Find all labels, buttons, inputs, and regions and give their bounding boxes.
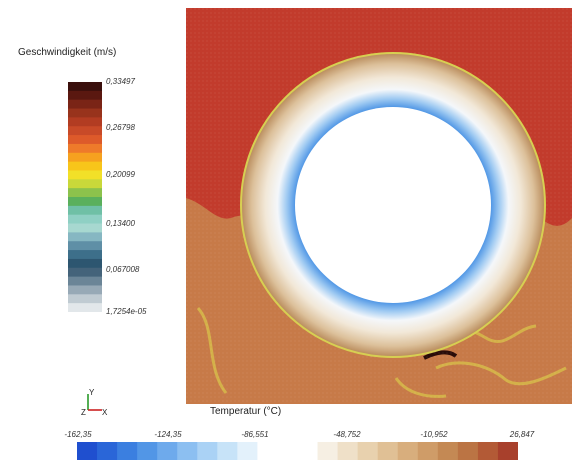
velocity-colorbar-band [68,152,102,163]
velocity-tick-label: 0,067008 [106,265,140,274]
temperature-colorbar-band [337,442,359,460]
temperature-colorbar [77,442,518,460]
temperature-colorbar-band [437,442,459,460]
velocity-colorbar-band [68,108,102,118]
velocity-colorbar-band [68,170,102,180]
velocity-colorbar-band [68,276,102,287]
velocity-colorbar-band [68,223,102,233]
velocity-colorbar-band [68,82,102,92]
temperature-colorbar-band [457,442,479,460]
pipe-outer-edge [240,52,546,358]
velocity-colorbar-band [68,179,102,189]
velocity-tick-label: 0,33497 [106,77,135,86]
temperature-colorbar-band [297,442,319,460]
velocity-colorbar-band [68,188,102,198]
temperature-tick-label: 26,847 [509,430,535,439]
temperature-colorbar-band [217,442,238,460]
velocity-colorbar-band [68,117,102,127]
velocity-colorbar-band [68,267,102,278]
velocity-colorbar-band [68,241,102,251]
velocity-colorbar-band [68,197,102,207]
temperature-tick-label: -124,35 [154,430,182,439]
temperature-colorbar-band [357,442,379,460]
temperature-colorbar-band [417,442,439,460]
velocity-tick-label: 1,7254e-05 [106,307,147,316]
velocity-colorbar-band [68,99,102,110]
temperature-tick-label: -162,35 [64,430,92,439]
temperature-colorbar-band [237,442,259,460]
axis-y-label: Y [89,388,95,397]
temperature-colorbar-band [177,442,198,460]
simulation-viewport [186,8,572,404]
temperature-colorbar-band [97,442,118,460]
pipe-bore [295,107,491,303]
velocity-colorbar-band [68,143,102,154]
velocity-colorbar-band [68,258,102,269]
velocity-colorbar-band [68,232,102,242]
velocity-colorbar-band [68,214,102,225]
temperature-colorbar-band [157,442,178,460]
axis-z-label: Z [81,408,86,417]
velocity-colorbar-band [68,135,102,145]
velocity-colorbar-band [68,285,102,295]
velocity-colorbar-band [68,161,102,172]
velocity-colorbar [68,82,102,312]
temperature-colorbar-band [377,442,399,460]
temperature-legend-title: Temperatur (°C) [210,406,282,417]
temperature-colorbar-band [257,442,279,460]
temperature-tick-label: -10,952 [420,430,448,439]
velocity-colorbar-band [68,90,102,101]
velocity-colorbar-band [68,205,102,216]
temperature-colorbar-band [317,442,339,460]
velocity-tick-label: 0,26798 [106,123,135,132]
velocity-tick-label: 0,20099 [106,170,135,179]
temperature-colorbar-band [397,442,419,460]
temperature-colorbar-band [497,442,518,460]
temperature-colorbar-band [137,442,158,460]
temperature-colorbar-band [77,442,98,460]
temperature-tick-label: -86,551 [241,430,269,439]
temperature-colorbar-band [197,442,218,460]
velocity-colorbar-band [68,303,102,312]
velocity-tick-label: 0,13400 [106,219,135,228]
temperature-tick-label: -48,752 [333,430,361,439]
velocity-legend-title: Geschwindigkeit (m/s) [18,47,117,58]
temperature-colorbar-band [117,442,138,460]
velocity-colorbar-band [68,250,102,260]
velocity-colorbar-band [68,294,102,304]
velocity-colorbar-band [68,126,102,136]
temperature-colorbar-band [277,442,299,460]
temperature-colorbar-band [477,442,499,460]
axis-triad: Y Z X [81,388,108,417]
axis-x-label: X [102,408,108,417]
